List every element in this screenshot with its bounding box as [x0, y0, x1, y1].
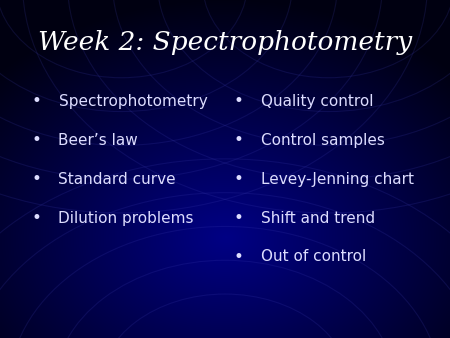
- Text: •: •: [234, 92, 244, 111]
- Text: Week 2: Spectrophotometry: Week 2: Spectrophotometry: [38, 30, 412, 55]
- Text: •: •: [234, 170, 244, 188]
- Text: Dilution problems: Dilution problems: [58, 211, 194, 225]
- Text: •: •: [32, 209, 41, 227]
- Text: Out of control: Out of control: [261, 249, 366, 264]
- Text: Levey-Jenning chart: Levey-Jenning chart: [261, 172, 414, 187]
- Text: •: •: [234, 131, 244, 149]
- Text: Shift and trend: Shift and trend: [261, 211, 375, 225]
- Text: •: •: [32, 92, 41, 111]
- Text: Quality control: Quality control: [261, 94, 374, 109]
- Text: •: •: [32, 131, 41, 149]
- Text: •: •: [32, 170, 41, 188]
- Text: Spectrophotometry: Spectrophotometry: [58, 94, 207, 109]
- Text: •: •: [234, 209, 244, 227]
- Text: •: •: [234, 248, 244, 266]
- Text: Beer’s law: Beer’s law: [58, 133, 138, 148]
- Text: Standard curve: Standard curve: [58, 172, 176, 187]
- Text: Control samples: Control samples: [261, 133, 385, 148]
